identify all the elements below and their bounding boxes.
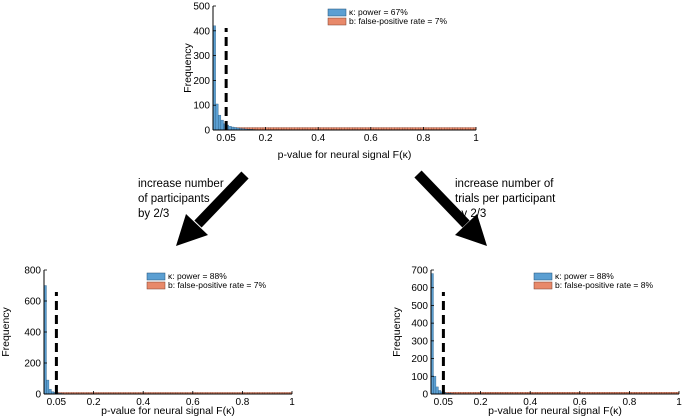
x-tick-label: 0.6 xyxy=(364,133,378,144)
y-tick-label: 0 xyxy=(204,126,210,137)
legend: κ: power = 88%b: false-positive rate = 7… xyxy=(146,271,266,290)
arrow-right xyxy=(414,170,487,246)
legend-label: κ: power = 88% xyxy=(168,271,227,281)
legend: κ: power = 67%b: false-positive rate = 7… xyxy=(327,7,447,26)
y-tick-label: 400 xyxy=(193,26,210,37)
bars xyxy=(212,25,477,131)
y-tick-label: 0 xyxy=(35,390,41,401)
y-tick-label: 200 xyxy=(193,76,210,87)
legend-swatch-blue xyxy=(146,272,166,281)
x-tick-label: 0.6 xyxy=(573,397,587,408)
x-tick-label: 1 xyxy=(676,397,682,408)
y-tick-label: 100 xyxy=(411,372,428,383)
annotation-right: increase number of trials per participan… xyxy=(455,178,559,220)
x-tick-label: 0.05 xyxy=(47,397,67,408)
y-tick-label: 600 xyxy=(24,297,41,308)
bar-blue xyxy=(438,390,442,395)
x-tick-label: 0.2 xyxy=(474,397,488,408)
x-tick-label: 0.6 xyxy=(186,397,200,408)
y-tick-label: 400 xyxy=(411,319,428,330)
legend-label: b: false-positive rate = 7% xyxy=(168,280,266,290)
x-tick-label: 0.8 xyxy=(622,397,636,408)
y-tick-label: 300 xyxy=(411,336,428,347)
legend: κ: power = 88%b: false-positive rate = 8… xyxy=(533,271,653,290)
arrow-left xyxy=(176,171,249,246)
y-tick-label: 200 xyxy=(24,359,41,370)
x-tick-label: 0.4 xyxy=(523,397,537,408)
x-axis-label: p-value for neural signal F(κ) xyxy=(101,405,235,417)
legend-label: κ: power = 88% xyxy=(555,271,614,281)
y-tick-label: 600 xyxy=(411,283,428,294)
y-tick-label: 700 xyxy=(411,266,428,277)
y-axis-label: Frequency xyxy=(0,306,12,356)
bars xyxy=(430,273,680,395)
legend-label: b: false-positive rate = 8% xyxy=(555,280,653,290)
legend-swatch-blue xyxy=(533,272,553,281)
x-tick-label: 0.4 xyxy=(311,133,325,144)
bar-blue xyxy=(48,389,52,395)
y-tick-label: 400 xyxy=(24,328,41,339)
legend-label: κ: power = 67% xyxy=(349,7,408,17)
y-tick-label: 500 xyxy=(193,2,210,13)
y-tick-label: 200 xyxy=(411,354,428,365)
legend-label: b: false-positive rate = 7% xyxy=(349,16,447,26)
x-tick-label: 0.8 xyxy=(416,133,430,144)
y-tick-label: 800 xyxy=(24,266,41,277)
legend-swatch-blue xyxy=(327,8,347,17)
x-tick-label: 1 xyxy=(473,133,479,144)
x-axis-label: p-value for neural signal F(κ) xyxy=(278,149,412,161)
y-axis-label: Frequency xyxy=(391,306,403,356)
legend-swatch-orange xyxy=(327,17,347,26)
legend-swatch-orange xyxy=(533,281,553,290)
x-axis-label: p-value for neural signal F(κ) xyxy=(488,405,622,417)
y-tick-label: 100 xyxy=(193,101,210,112)
y-tick-label: 500 xyxy=(411,301,428,312)
bar-blue xyxy=(46,379,50,395)
bar-blue xyxy=(228,126,232,131)
x-tick-label: 0.8 xyxy=(235,397,249,408)
bar-blue xyxy=(435,386,439,395)
y-tick-label: 0 xyxy=(422,390,428,401)
bar-blue xyxy=(433,376,437,395)
y-axis-label: Frequency xyxy=(182,42,194,92)
chart-bottom-left: 0.05 0.2 0.4 0.6 0.8 1 0 200 400 600 800 p-value fo… xyxy=(0,266,295,418)
bars xyxy=(43,285,293,395)
x-tick-label: 0.05 xyxy=(434,397,454,408)
x-tick-label: 1 xyxy=(289,397,295,408)
x-tick-label: 0.2 xyxy=(259,133,273,144)
bar-blue xyxy=(220,119,224,131)
chart-bottom-right: 0.05 0.2 0.4 0.6 0.8 1 0 100 200 300 400 500 600 700 p… xyxy=(391,266,682,418)
annotation-left: increase number of participants by 2/3 xyxy=(138,178,227,220)
x-tick-label: 0.4 xyxy=(136,397,150,408)
legend-swatch-orange xyxy=(146,281,166,290)
y-tick-label: 300 xyxy=(193,51,210,62)
bar-blue xyxy=(215,103,219,131)
chart-top: 0.05 0.2 0.4 0.6 0.8 1 0 100 200 300 400 500 p-value… xyxy=(182,2,479,162)
x-tick-label: 0.2 xyxy=(87,397,101,408)
bar-blue xyxy=(218,114,222,131)
x-tick-label: 0.05 xyxy=(216,133,236,144)
